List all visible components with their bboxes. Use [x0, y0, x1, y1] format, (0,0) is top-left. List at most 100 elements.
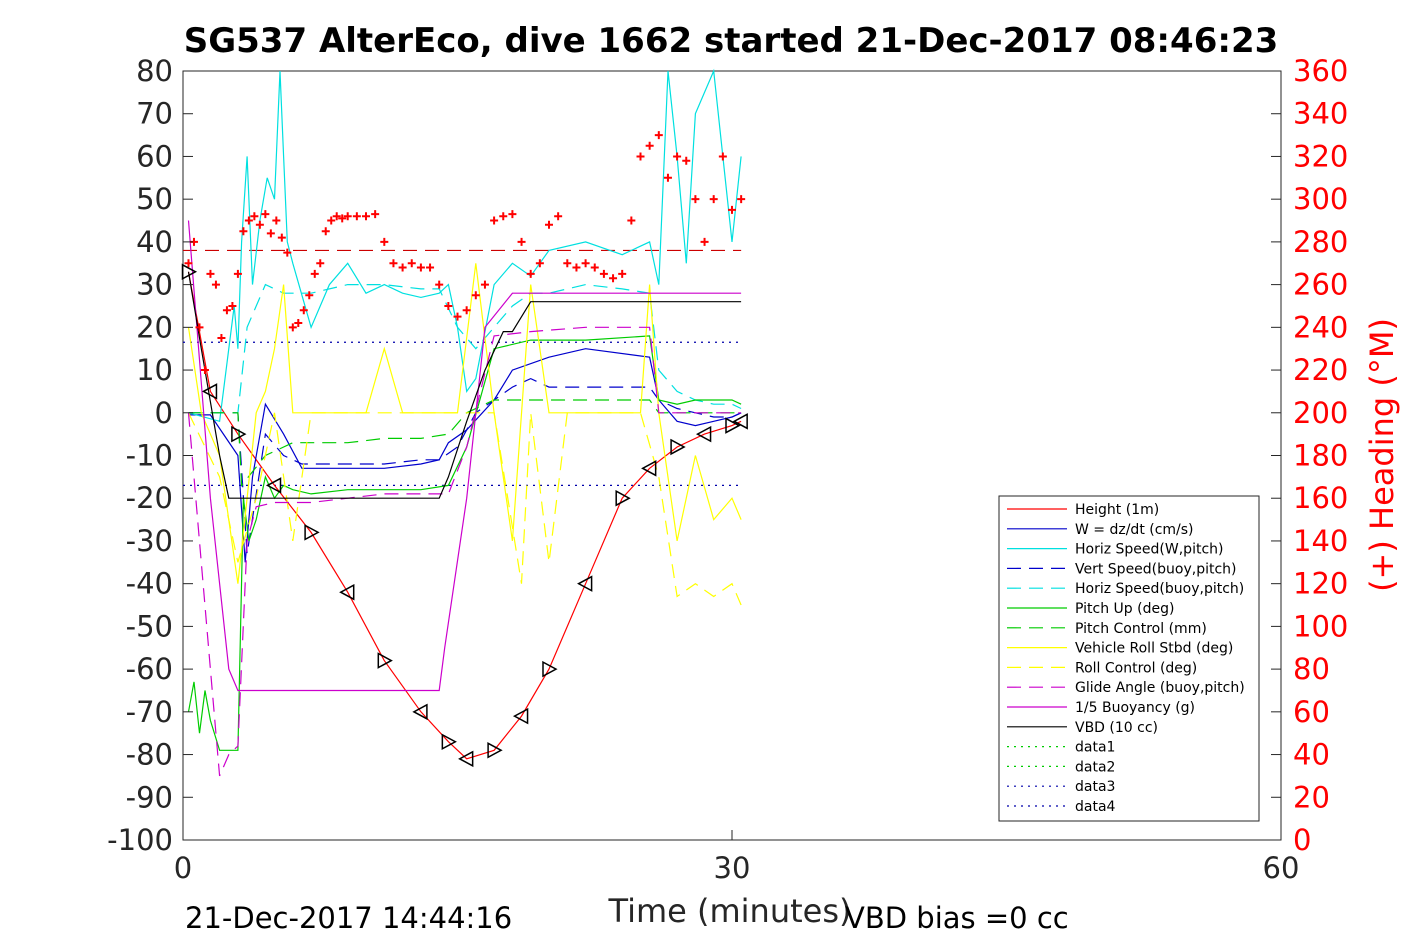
left-tick-label: 60 [136, 139, 173, 173]
right-tick-label: 160 [1293, 481, 1348, 515]
heading-mark [663, 173, 672, 182]
heading-mark [609, 274, 618, 283]
heading-mark [636, 152, 645, 161]
heading-mark [545, 220, 553, 229]
height-marker [181, 263, 198, 281]
heading-mark [332, 212, 341, 221]
right-tick-label: 260 [1293, 268, 1348, 302]
left-tick-label: -70 [126, 695, 173, 729]
right-tick-label: 60 [1293, 695, 1330, 729]
height-marker [725, 417, 741, 434]
heading-mark [554, 212, 563, 221]
height-markers [181, 263, 748, 768]
left-tick-label: -60 [126, 652, 173, 686]
left-tick-label: -10 [126, 439, 173, 473]
heading-mark [272, 216, 281, 225]
heading-mark [228, 301, 237, 310]
heading-mark [599, 269, 608, 278]
right-tick-label: 360 [1293, 54, 1348, 88]
legend: Height (1m) W = dz/dt (cm/s) Horiz Speed(W… [998, 495, 1260, 822]
legend-entry: Horiz Speed(W,pitch) [1075, 542, 1223, 558]
heading-mark [233, 269, 242, 278]
heading-mark [645, 141, 654, 150]
heading-mark [535, 259, 544, 268]
heading-mark [250, 212, 259, 221]
x-axis-label: Time (minutes) [608, 892, 852, 930]
legend-entry: Pitch Up (deg) [1075, 601, 1174, 617]
height-marker [458, 750, 474, 768]
legend-entry: Horiz Speed(buoy,pitch) [1075, 581, 1244, 597]
left-axis-ticks: 80 70 60 50 40 30 20 10 0 -10 -20 -30 -40 -50 -60 -70 -8… [107, 54, 193, 857]
height-marker [641, 460, 657, 477]
left-tick-label: -100 [107, 823, 173, 857]
left-tick-label: -20 [126, 481, 173, 515]
x-tick-label: 60 [1263, 851, 1300, 885]
series-pitch-up-deg [187, 335, 742, 751]
left-tick-label: 30 [136, 268, 173, 302]
right-tick-label: 140 [1293, 524, 1348, 558]
heading-mark [682, 156, 691, 165]
legend-entry: data3 [1075, 779, 1115, 795]
footer-vbd-bias: VBD bias =0 cc [845, 901, 1069, 935]
height-marker [304, 524, 320, 541]
right-tick-label: 340 [1293, 97, 1348, 131]
right-tick-label: 300 [1293, 182, 1348, 216]
heading-mark [362, 212, 370, 221]
heading-mark [195, 323, 204, 332]
heading-mark [261, 210, 270, 219]
heading-mark [517, 237, 526, 246]
heading-mark [691, 195, 700, 204]
heading-mark [590, 263, 599, 272]
heading-mark [299, 306, 308, 315]
heading-mark [526, 269, 535, 278]
height-marker [577, 575, 593, 592]
left-tick-label: 50 [136, 182, 173, 216]
heading-mark [737, 195, 746, 204]
right-tick-label: 200 [1293, 396, 1348, 430]
left-tick-label: 10 [136, 353, 173, 387]
heading-mark [352, 212, 361, 221]
heading-mark [305, 291, 314, 300]
legend-entry: Glide Angle (buoy,pitch) [1075, 680, 1245, 696]
left-tick-label: -30 [126, 524, 173, 558]
heading-mark [321, 227, 330, 236]
left-tick-label: 0 [155, 396, 173, 430]
left-tick-label: 80 [136, 54, 173, 88]
heading-mark [416, 263, 425, 272]
right-tick-label: 240 [1293, 310, 1348, 344]
heading-mark [444, 301, 453, 310]
left-tick-label: 20 [136, 310, 173, 344]
series-w-dz-dt-cm-s [188, 348, 742, 563]
height-marker [512, 707, 529, 725]
right-tick-label: 320 [1293, 139, 1348, 173]
series-1-5-buoyancy-g [187, 220, 742, 692]
legend-entry: VBD (10 cc) [1075, 720, 1158, 736]
plot-area [181, 68, 1282, 841]
heading-mark [371, 210, 380, 219]
heading-mark [709, 195, 718, 204]
heading-mark [618, 269, 627, 278]
heading-mark [239, 227, 248, 236]
legend-entry: Height (1m) [1075, 502, 1159, 518]
heading-mark [508, 210, 517, 219]
heading-mark [654, 131, 663, 140]
left-tick-label: -90 [126, 780, 173, 814]
x-tick-label: 0 [174, 851, 192, 885]
heading-mark [222, 306, 231, 315]
height-marker [265, 477, 282, 494]
right-tick-label: 40 [1293, 738, 1330, 772]
heading-mark [471, 291, 480, 300]
reference-lines [183, 249, 742, 487]
heading-mark [294, 319, 303, 328]
legend-entry: Pitch Control (mm) [1075, 621, 1207, 637]
series-horiz-speed-buoy-pitch [188, 283, 742, 414]
heading-mark [288, 323, 297, 332]
right-tick-label: 100 [1293, 609, 1348, 643]
legend-entry: data1 [1075, 740, 1115, 756]
height-marker [695, 425, 712, 443]
heading-mark [206, 269, 215, 278]
height-marker [732, 413, 748, 430]
left-tick-label: 70 [136, 97, 173, 131]
series-vbd-10-cc [187, 271, 742, 499]
